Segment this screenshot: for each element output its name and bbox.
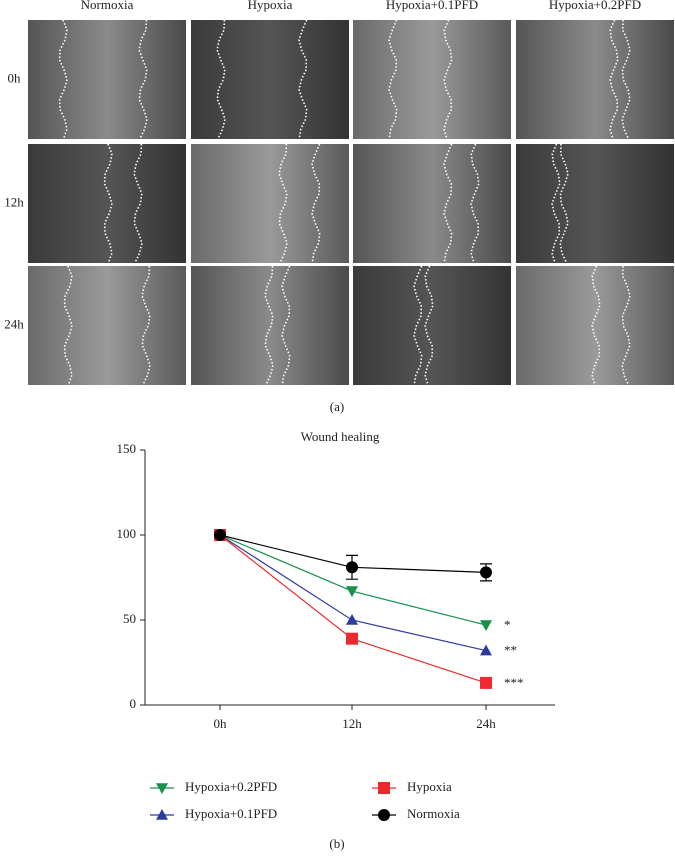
data-point <box>346 632 358 645</box>
data-point <box>346 614 358 625</box>
micrographs <box>28 19 674 386</box>
column-header: Hypoxia <box>248 0 293 12</box>
micrograph <box>191 266 349 385</box>
significance: *** <box>504 675 524 690</box>
wound-edge <box>388 19 398 140</box>
wound-edge <box>413 265 423 386</box>
micrograph <box>28 266 186 385</box>
wound-edge <box>63 265 73 386</box>
series-line <box>219 534 487 626</box>
wound-edge <box>103 143 113 264</box>
row-label: 0h <box>8 70 22 85</box>
wound-edge <box>609 19 619 140</box>
wound-edge <box>591 265 601 386</box>
micrograph <box>191 144 349 263</box>
wound-edge <box>551 143 561 264</box>
data-point <box>346 561 358 574</box>
legend-marker <box>156 809 168 820</box>
y-tick-label: 100 <box>117 526 137 541</box>
wound-edge <box>311 143 321 264</box>
column-header: Hypoxia+0.2PFD <box>549 0 641 12</box>
x-tick-label: 12h <box>342 716 362 731</box>
data-point <box>480 644 492 656</box>
legend-label: Hypoxia <box>407 779 452 794</box>
significance: * <box>504 617 511 632</box>
micrograph <box>28 144 186 263</box>
data-point <box>480 620 492 632</box>
micrograph <box>28 20 186 139</box>
micrograph <box>516 20 674 139</box>
column-header: Hypoxia+0.1PFD <box>386 0 478 12</box>
legend-label: Hypoxia+0.1PFD <box>185 806 277 821</box>
data-point <box>480 676 492 689</box>
wound-edge <box>470 143 480 264</box>
wound-edge <box>424 265 434 386</box>
series-line <box>219 534 487 684</box>
x-tick-label: 0h <box>214 716 228 731</box>
wound-edge <box>298 19 308 140</box>
y-tick-label: 0 <box>130 696 137 711</box>
row-label: 24h <box>4 316 24 331</box>
wound-edge <box>281 265 291 386</box>
micrograph <box>353 144 511 263</box>
row-label: 12h <box>4 194 24 209</box>
column-header: Normoxia <box>81 0 134 12</box>
data-point <box>214 529 226 541</box>
y-tick-label: 50 <box>123 611 136 626</box>
legend-marker <box>156 783 168 794</box>
data-point <box>480 566 492 579</box>
data-point <box>346 586 358 598</box>
micrograph <box>353 266 511 385</box>
panel-label: (a) <box>330 399 344 414</box>
wound-edge <box>58 19 68 140</box>
y-tick-label: 150 <box>117 441 137 456</box>
chart-title: Wound healing <box>301 429 380 444</box>
wound-edge <box>443 143 453 264</box>
legend-label: Hypoxia+0.2PFD <box>185 779 277 794</box>
panel-label: (b) <box>329 836 344 851</box>
legend-label: Normoxia <box>407 806 460 821</box>
micrograph <box>353 20 511 139</box>
legend-marker <box>378 809 390 821</box>
legend-marker <box>378 782 390 794</box>
x-tick-label: 24h <box>476 716 496 731</box>
wound-edge <box>443 19 453 140</box>
micrograph <box>191 20 349 139</box>
micrograph <box>516 266 674 385</box>
significance: ** <box>504 643 517 658</box>
micrograph <box>516 144 674 263</box>
